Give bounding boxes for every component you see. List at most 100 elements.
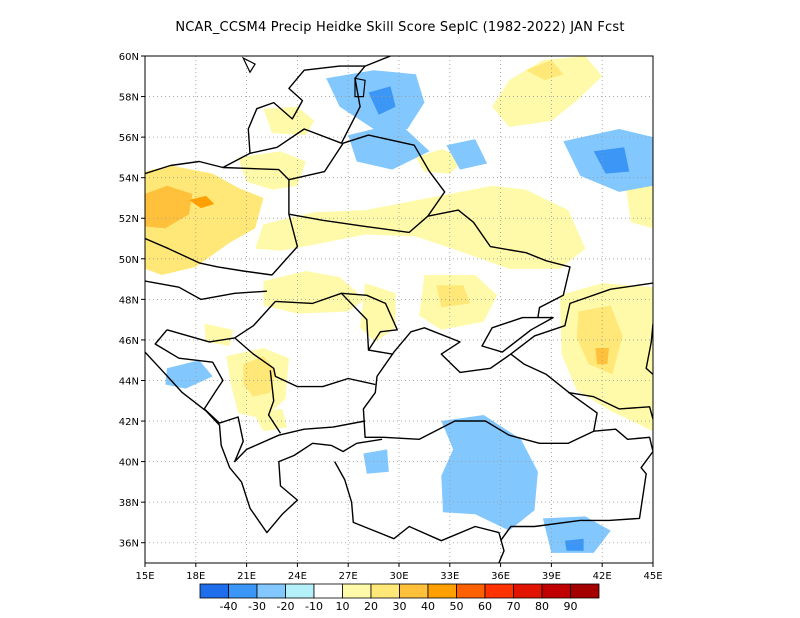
colorbar-swatch [399, 583, 429, 599]
lon-tick-label: 33E [440, 571, 459, 582]
lat-tick-label: 52N [119, 214, 139, 225]
boundary-greece-coast [240, 438, 383, 534]
boundary-border-romania-serbia [234, 337, 376, 388]
lake-lake-ilmen-area [241, 56, 256, 74]
colorbar-swatch [427, 583, 457, 599]
coastlines-and-borders [145, 56, 653, 563]
colorbar-label: -40 [220, 600, 238, 613]
lon-tick-label: 15E [135, 571, 154, 582]
skill-region-belarus-blue [348, 122, 430, 170]
boundary-border-poland-germany [145, 235, 273, 276]
colorbar-label: 30 [393, 600, 407, 613]
lon-tick-label: 42E [593, 571, 612, 582]
lat-tick-label: 44N [119, 376, 139, 387]
colorbar-swatch [484, 583, 514, 599]
skill-region-hungary-strip [263, 271, 366, 314]
colorbar-swatch [370, 583, 400, 599]
colorbar-label: 70 [507, 600, 521, 613]
colorbar-swatch [570, 583, 600, 599]
skill-region-russia-east-blue-core [593, 147, 630, 174]
lat-tick-label: 48N [119, 295, 139, 306]
boundary-border-romania [275, 292, 393, 355]
colorbar-label: 40 [421, 600, 435, 613]
colorbar-label: 60 [478, 600, 492, 613]
lon-tick-label: 24E [288, 571, 307, 582]
colorbar: -40 -30 -20 -10 10 20 30 40 50 60 70 80 90 [199, 583, 600, 613]
skill-region-poland-east [238, 151, 306, 190]
boundary-border-russia-caucasus [510, 282, 653, 355]
lon-tick-label: 21E [237, 571, 256, 582]
boundary-anatolia-coast [334, 461, 505, 563]
skill-region-serbia-core [243, 356, 276, 397]
colorbar-label: 90 [564, 600, 578, 613]
lat-tick-label: 58N [119, 93, 139, 104]
colorbar-swatch [513, 583, 543, 599]
skill-region-baltic-north [263, 106, 315, 136]
skill-region-belarus-blue-2 [446, 139, 488, 170]
colorbar-swatch [313, 583, 343, 599]
boundary-azov-sea [481, 316, 554, 353]
colorbar-label: 50 [450, 600, 464, 613]
lat-tick-label: 56N [119, 133, 139, 144]
skill-region-russia-north-core [526, 60, 564, 81]
colorbar-label: -20 [277, 600, 295, 613]
boundary-border-turkey-caucasus [500, 428, 653, 542]
boundary-border-balkans [154, 329, 366, 463]
skill-region-anatolia-blue-south [542, 516, 611, 553]
colorbar-swatch [285, 583, 315, 599]
lon-tick-label: 18E [186, 571, 205, 582]
skill-region-aegean-blue [363, 449, 389, 474]
boundary-border-belarus-russia [288, 134, 446, 217]
boundary-baltic-coast [145, 56, 391, 175]
skill-region-moldova-strip [360, 283, 396, 342]
skill-region-russia-north [492, 56, 603, 127]
lat-tick-label: 46N [119, 336, 139, 347]
colorbar-label: -30 [248, 600, 266, 613]
lat-tick-label: 40N [119, 458, 139, 469]
lon-tick-label: 36E [491, 571, 510, 582]
skill-region-baltic-blue-core [368, 86, 396, 115]
skill-regions [145, 56, 653, 553]
colorbar-swatch [456, 583, 486, 599]
lat-tick-label: 60N [119, 52, 139, 63]
lake-lake-peipus [354, 77, 366, 98]
boundary-adriatic-east [145, 351, 243, 483]
lat-tick-label: 38N [119, 498, 139, 509]
skill-region-poland-spot [189, 195, 215, 209]
lon-tick-label: 45E [643, 571, 662, 582]
lat-tick-label: 50N [119, 255, 139, 266]
lat-lon-grid [145, 56, 653, 563]
boundary-border-georgia [568, 391, 653, 420]
skill-region-far-east-spot [625, 181, 653, 229]
colorbar-label: 10 [336, 600, 350, 613]
boundary-border-ukraine-belarus [288, 209, 571, 318]
colorbar-label: 20 [364, 600, 378, 613]
lat-tick-label: 54N [119, 174, 139, 185]
axis-ticks: 15E 18E 21E 24E 27E 30E 33E 36E 39E 42E 45E 36N 38N 4… [119, 52, 663, 582]
lon-tick-label: 30E [389, 571, 408, 582]
skill-region-central-europe-core [145, 185, 193, 229]
colorbar-swatch [228, 583, 258, 599]
skill-region-ukraine-south-core [436, 285, 471, 308]
lat-tick-label: 42N [119, 417, 139, 428]
colorbar-swatch [199, 583, 229, 599]
skill-region-anatolia-blue [441, 415, 538, 531]
colorbar-label: 80 [535, 600, 549, 613]
skill-region-greece-spot [253, 408, 288, 432]
colorbar-swatch [342, 583, 372, 599]
lon-tick-label: 27E [339, 571, 358, 582]
boundary-black-sea [362, 327, 598, 444]
boundary-caspian-coast [645, 323, 653, 375]
skill-region-anatolia-blue-core [564, 538, 584, 551]
boundary-border-moldova [341, 292, 398, 351]
boundary-border-serbia-bulgaria [267, 370, 282, 434]
boundary-border-czech-austria [145, 280, 267, 301]
colorbar-label: -10 [305, 600, 323, 613]
colorbar-swatch [541, 583, 571, 599]
chart-title: NCAR_CCSM4 Precip Heidke Skill Score Sep… [175, 20, 625, 35]
lat-tick-label: 36N [119, 539, 139, 550]
colorbar-swatch [256, 583, 286, 599]
skill-region-dalmatia-blue [165, 360, 213, 389]
lon-tick-label: 39E [542, 571, 561, 582]
